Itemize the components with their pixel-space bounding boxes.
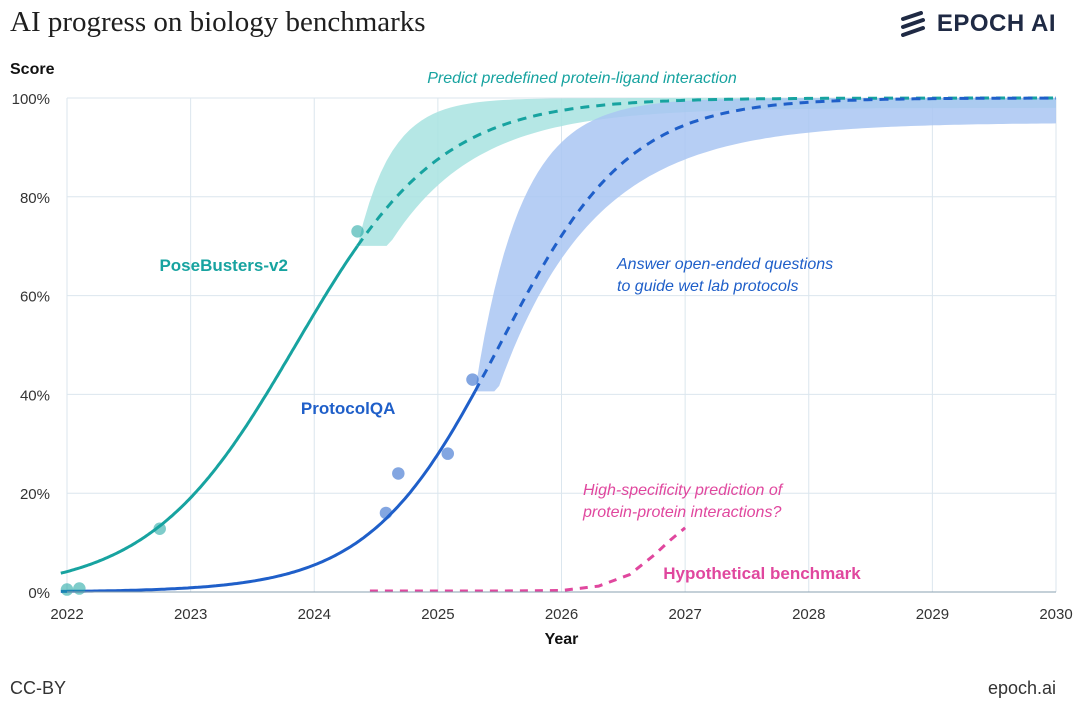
protocolqa-data-point: [392, 467, 405, 480]
protocolqa-data-point: [379, 506, 393, 520]
posebusters-series-label: PoseBusters-v2: [159, 256, 288, 275]
x-tick-label: 2029: [916, 606, 949, 623]
x-axis-label: Year: [545, 631, 579, 648]
y-tick-label: 20%: [20, 486, 50, 503]
y-tick-label: 40%: [20, 387, 50, 404]
brand-name: EPOCH AI: [936, 10, 1056, 37]
hypothetical-annotation-line: High-specificity prediction of: [583, 482, 784, 499]
posebusters-data-point: [60, 583, 74, 596]
posebusters-data-point: [73, 582, 86, 595]
y-tick-label: 60%: [20, 289, 50, 306]
hypothetical-projection-line: [369, 526, 687, 593]
protocolqa-projection-line: [473, 96, 1056, 393]
posebusters-data-point: [153, 522, 166, 536]
data-points: [60, 225, 479, 596]
x-tick-label: 2027: [668, 606, 701, 623]
x-tick-label: 2030: [1039, 606, 1072, 623]
protocolqa-series-label: ProtocolQA: [301, 399, 395, 418]
epoch-logo-icon: [900, 11, 925, 37]
protocolqa-uncertainty-band: [475, 98, 1056, 392]
protocolqa-fit-line: [60, 390, 477, 593]
y-tick-label: 0%: [28, 585, 50, 602]
y-tick-label: 100%: [12, 91, 50, 108]
y-axis-label: Score: [10, 61, 55, 78]
hypothetical-annotation-line: protein-protein interactions?: [582, 504, 781, 521]
posebusters-fit-line: [60, 245, 359, 575]
axes: 2022 2023 2024 2025 2026 2027 2028 2029 2030 0% 20…: [10, 61, 1073, 648]
protocolqa-data-point: [466, 373, 479, 386]
x-tick-label: 2023: [174, 606, 207, 623]
chart-labels: PoseBusters-v2 ProtocolQA Hypothetical ben…: [159, 70, 861, 583]
epoch-ai-logo[interactable]: EPOCH AI: [899, 10, 1056, 38]
x-tick-label: 2024: [298, 606, 331, 623]
protocolqa-data-point: [441, 447, 455, 460]
protocolqa-annotation-line: Answer open-ended questions: [616, 256, 833, 273]
x-tick-label: 2022: [50, 606, 83, 623]
x-tick-label: 2025: [421, 606, 454, 623]
posebusters-projection-line: [356, 96, 1056, 247]
y-tick-label: 80%: [20, 190, 50, 207]
protocolqa-annotation-line: to guide wet lab protocols: [617, 278, 798, 295]
hypothetical-series-label: Hypothetical benchmark: [663, 564, 861, 583]
chart-title: AI progress on biology benchmarks: [10, 6, 426, 38]
uncertainty-bands: [357, 98, 1056, 392]
posebusters-data-point: [351, 225, 364, 238]
posebusters-annotation: Predict predefined protein-ligand intera…: [427, 70, 737, 87]
x-tick-label: 2026: [545, 606, 578, 623]
fit-lines: [60, 96, 1056, 593]
x-tick-label: 2028: [792, 606, 825, 623]
license-label: CC-BY: [10, 678, 67, 698]
site-link[interactable]: epoch.ai: [987, 678, 1056, 698]
